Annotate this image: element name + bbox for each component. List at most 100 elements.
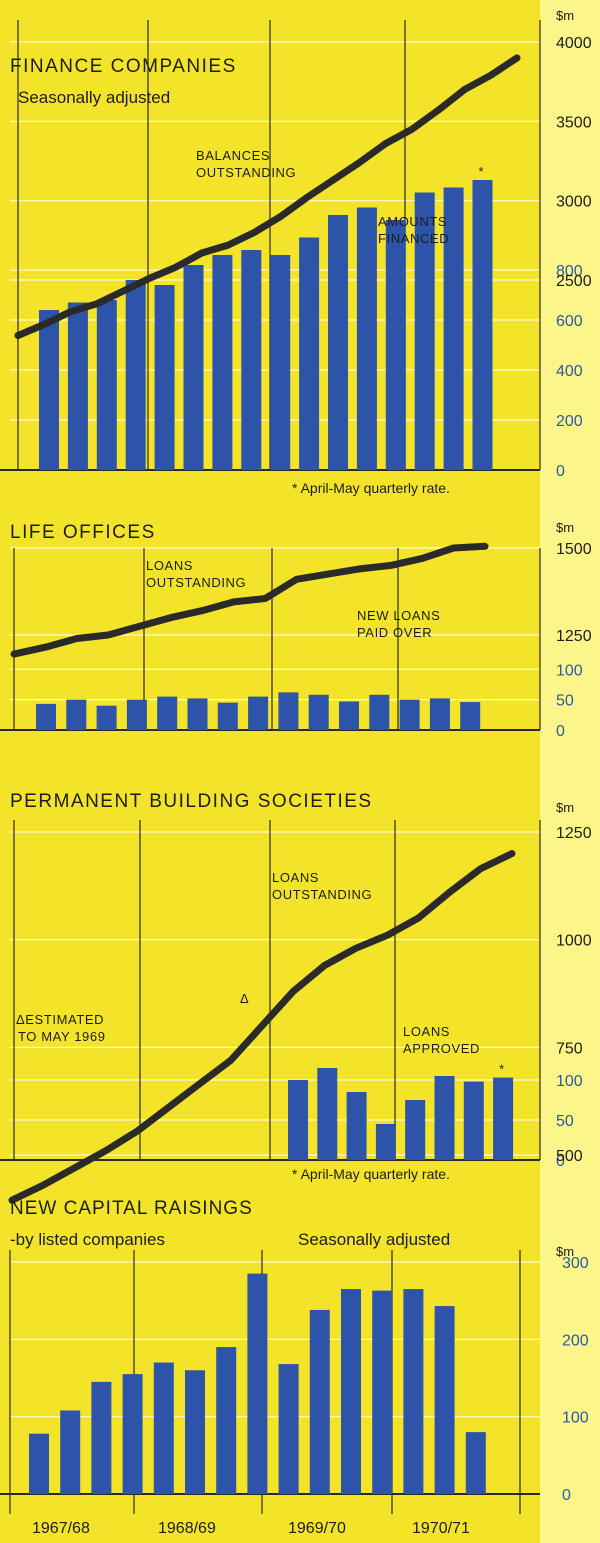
y-tick-label: 0 bbox=[556, 463, 565, 480]
bar bbox=[241, 250, 262, 470]
bar bbox=[157, 696, 178, 730]
chart-note: * April-May quarterly rate. bbox=[292, 480, 450, 496]
y-tick-label: 3000 bbox=[556, 194, 592, 211]
line-label: BALANCES bbox=[196, 148, 270, 163]
bar-marker: * bbox=[479, 164, 485, 179]
bar bbox=[465, 1432, 486, 1494]
bar bbox=[399, 699, 420, 730]
x-tick-label: 1970/71 bbox=[412, 1520, 470, 1537]
line-series bbox=[14, 54, 521, 339]
y-tick-label: 750 bbox=[556, 1040, 583, 1057]
bar bbox=[341, 1289, 361, 1494]
bar bbox=[434, 1076, 455, 1160]
bar bbox=[405, 1100, 426, 1160]
y-tick-label: 800 bbox=[556, 263, 583, 280]
bar bbox=[248, 696, 269, 730]
bar bbox=[429, 698, 450, 730]
bar bbox=[328, 215, 348, 470]
estimate-marker: Δ bbox=[240, 991, 249, 1006]
unit-label: $m bbox=[556, 520, 575, 535]
chart-title: LIFE OFFICES bbox=[10, 522, 156, 543]
bar bbox=[36, 703, 56, 730]
bar bbox=[317, 1068, 338, 1160]
bar-label: PAID OVER bbox=[357, 625, 432, 640]
bar bbox=[346, 1092, 367, 1160]
bar bbox=[153, 1362, 174, 1494]
y-tick-label: 1250 bbox=[556, 825, 592, 842]
line-label: LOANS bbox=[146, 558, 193, 573]
y-tick-label: 100 bbox=[556, 662, 583, 679]
bar bbox=[96, 300, 117, 470]
y-tick-label: 500 bbox=[556, 1148, 583, 1165]
bar bbox=[375, 1124, 396, 1160]
y-tick-label: 2500 bbox=[556, 273, 592, 290]
bar bbox=[434, 1306, 455, 1494]
bar bbox=[369, 694, 390, 730]
bar bbox=[29, 1433, 49, 1494]
bar-label: NEW LOANS bbox=[357, 608, 440, 623]
y-tick-label: 1500 bbox=[556, 541, 592, 558]
x-tick-label: 1968/69 bbox=[158, 1520, 216, 1537]
chart-note: * April-May quarterly rate. bbox=[292, 1166, 450, 1182]
bar-marker: * bbox=[499, 1062, 505, 1077]
chart-plot: 0 50 100 500 750 1000 1250 * LOANS OUTSTANDING LOA… bbox=[0, 820, 592, 1204]
bar bbox=[278, 1364, 299, 1494]
unit-label: $m bbox=[556, 800, 575, 815]
bar bbox=[299, 237, 320, 470]
bar bbox=[278, 692, 299, 730]
y-tick-label: 400 bbox=[556, 363, 583, 380]
y-tick-label: 50 bbox=[556, 1113, 574, 1130]
bar bbox=[125, 280, 146, 470]
bar bbox=[216, 1347, 237, 1494]
y-tick-label: 3500 bbox=[556, 114, 592, 131]
right-margin-strip bbox=[540, 0, 600, 1543]
bar bbox=[372, 1290, 393, 1494]
chart-plot: 0 50 100 1250 1500 LOANS OUTSTANDING NEW LOANS P… bbox=[0, 541, 592, 740]
line-series bbox=[8, 850, 516, 1204]
line-label: OUTSTANDING bbox=[272, 887, 372, 902]
bar bbox=[270, 255, 291, 470]
chart-title: PERMANENT BUILDING SOCIETIES bbox=[10, 791, 373, 812]
y-tick-label: 50 bbox=[556, 693, 574, 710]
bar bbox=[154, 285, 175, 470]
bar bbox=[185, 1370, 205, 1494]
y-tick-label: 300 bbox=[562, 1255, 589, 1272]
y-tick-label: 600 bbox=[556, 313, 583, 330]
bar bbox=[414, 192, 435, 470]
bar-label: LOANS bbox=[403, 1024, 450, 1039]
unit-label: $m bbox=[556, 8, 575, 23]
bar bbox=[217, 702, 238, 730]
bar bbox=[460, 702, 481, 730]
bar bbox=[493, 1077, 514, 1160]
chart-subtitle: Seasonally adjusted bbox=[18, 88, 171, 107]
bar bbox=[443, 187, 464, 470]
line-label: OUTSTANDING bbox=[196, 165, 296, 180]
estimate-note: TO MAY 1969 bbox=[18, 1029, 106, 1044]
line-label: LOANS bbox=[272, 870, 319, 885]
line-series bbox=[10, 542, 489, 658]
bar bbox=[122, 1374, 143, 1494]
y-tick-label: 0 bbox=[562, 1487, 571, 1504]
bar-label: APPROVED bbox=[403, 1041, 480, 1056]
y-tick-label: 4000 bbox=[556, 35, 592, 52]
bar bbox=[187, 698, 208, 730]
bar bbox=[39, 310, 59, 470]
bar bbox=[472, 180, 493, 470]
bar-label: FINANCED bbox=[378, 231, 449, 246]
line-label: OUTSTANDING bbox=[146, 575, 246, 590]
unit-label: $m bbox=[556, 1244, 575, 1259]
bar bbox=[247, 1273, 268, 1494]
bar bbox=[385, 220, 406, 470]
chart-subtitle: -by listed companies bbox=[10, 1230, 165, 1249]
y-tick-label: 100 bbox=[562, 1410, 589, 1427]
bar bbox=[356, 207, 377, 470]
bar bbox=[309, 1309, 330, 1494]
y-tick-label: 200 bbox=[562, 1332, 589, 1349]
estimate-note: ΔESTIMATED bbox=[16, 1012, 104, 1027]
chart-subtitle-right: Seasonally adjusted bbox=[298, 1230, 451, 1249]
y-tick-label: 200 bbox=[556, 413, 583, 430]
bar bbox=[91, 1381, 112, 1494]
